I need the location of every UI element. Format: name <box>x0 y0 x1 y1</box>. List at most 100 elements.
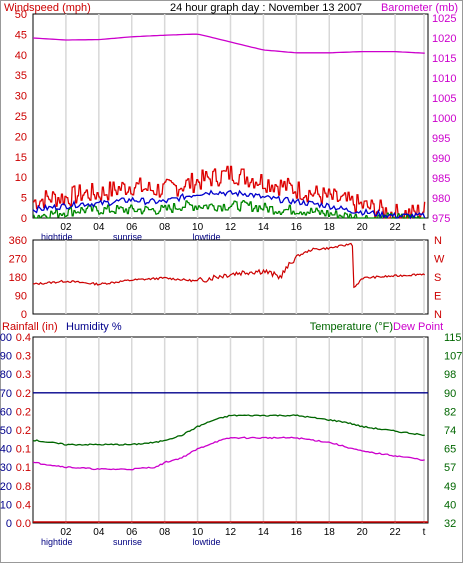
x-event-label: sunrise <box>113 232 142 242</box>
rain-tick-label: 0.1 <box>16 444 31 456</box>
rain-tick-label: 0.3 <box>16 351 31 363</box>
wind-direction-line <box>32 242 425 289</box>
direction-tick-label: 270 <box>9 254 27 266</box>
x-tick-label: 20 <box>357 222 369 233</box>
y-right-tick-label: 1025 <box>432 13 456 25</box>
y-left-tick-label: 50 <box>15 9 27 21</box>
graph-title: 24 hour graph day : November 13 2007 <box>170 2 362 14</box>
rain-axis-label: Rainfall (in) <box>2 321 58 333</box>
temp-tick-label: 98 <box>444 369 456 381</box>
x-tick-label: 22 <box>390 527 402 538</box>
compass-label: N <box>434 309 442 321</box>
rain-tick-label: 0.4 <box>16 499 31 511</box>
y-left-tick-label: 25 <box>15 111 27 123</box>
y-left-tick-label: 40 <box>15 50 27 62</box>
barometer-line <box>32 33 425 54</box>
x-tick-label: 16 <box>291 527 303 538</box>
compass-label: S <box>434 272 441 284</box>
humidity-tick-label: 100 <box>0 332 12 344</box>
x-tick-label: 14 <box>258 222 270 233</box>
compass-label: N <box>434 235 442 247</box>
x-tick-label: 06 <box>126 222 138 233</box>
rain-tick-label: 0.0 <box>16 518 31 530</box>
x-tick-label: 08 <box>159 222 171 233</box>
x-tick-label: 20 <box>357 527 369 538</box>
baro-axis-label: Barometer (mb) <box>381 2 458 14</box>
y-right-tick-label: 990 <box>432 153 450 165</box>
humidity-tick-label: 70 <box>0 388 12 400</box>
x-tick-label: 04 <box>93 222 105 233</box>
wind-baro-panel: 02 04 06 08 10 12 14 16 18 20 22 t hightide sunrise lo… <box>15 9 457 242</box>
humidity-tick-label: 40 <box>0 444 12 456</box>
compass-label: W <box>434 254 445 266</box>
rain-tick-label: 0.3 <box>16 369 31 381</box>
direction-tick-label: 360 <box>9 235 27 247</box>
wind-gust-line <box>33 165 426 219</box>
rain-tick-label: 0.8 <box>16 481 31 493</box>
dew-point-line <box>32 436 425 471</box>
x-tick-label: 08 <box>159 527 171 538</box>
x-tick-label: 02 <box>60 527 72 538</box>
y-left-tick-label: 45 <box>15 29 27 41</box>
y-right-tick-label: 1020 <box>432 33 456 45</box>
y-left-tick-label: 20 <box>15 131 27 143</box>
direction-tick-label: 0 <box>21 309 27 321</box>
humidity-tick-label: 0 <box>6 518 12 530</box>
x-event-label: lowtide <box>193 537 221 547</box>
temp-tick-label: 65 <box>444 444 456 456</box>
x-event-label: sunrise <box>113 537 142 547</box>
y-left-tick-label: 10 <box>15 172 27 184</box>
humidity-tick-label: 50 <box>0 425 12 437</box>
temp-tick-label: 74 <box>444 425 456 437</box>
y-right-tick-label: 1010 <box>432 73 456 85</box>
x-tick-label: 14 <box>258 527 270 538</box>
y-left-tick-label: 35 <box>15 70 27 82</box>
temperature-line <box>32 414 425 446</box>
temp-tick-label: 115 <box>444 332 462 344</box>
rain-tick-label: 0.2 <box>16 406 31 418</box>
humidity-tick-label: 30 <box>0 462 12 474</box>
x-tick-label: t <box>423 527 426 538</box>
temp-axis-label: Temperature (°F) <box>310 321 393 333</box>
humidity-tick-label: 10 <box>0 499 12 511</box>
wind-avg-line <box>32 189 426 220</box>
rain-tick-label: 0.4 <box>16 332 31 344</box>
x-tick-label: 06 <box>126 527 138 538</box>
y-left-tick-label: 0 <box>21 213 27 225</box>
temp-tick-label: 32 <box>444 518 456 530</box>
y-right-tick-label: 1005 <box>432 93 456 105</box>
rain-tick-label: 0.1 <box>16 462 31 474</box>
humidity-tick-label: 60 <box>0 406 12 418</box>
x-event-label: hightide <box>41 537 73 547</box>
rain-tick-label: 0.2 <box>16 425 31 437</box>
humidity-axis-label: Humidity % <box>66 321 122 333</box>
x-tick-label: 18 <box>324 527 336 538</box>
y-right-tick-label: 975 <box>432 213 450 225</box>
x-tick-label: 02 <box>60 222 72 233</box>
x-tick-label: 12 <box>225 527 237 538</box>
direction-tick-label: 180 <box>9 272 27 284</box>
humidity-tick-label: 80 <box>0 369 12 381</box>
dew-axis-label: Dew Point <box>393 321 443 333</box>
y-right-tick-label: 1000 <box>432 113 456 125</box>
temp-tick-label: 40 <box>444 499 456 511</box>
y-right-tick-label: 1015 <box>432 53 456 65</box>
y-left-tick-label: 5 <box>21 193 27 205</box>
temp-tick-label: 107 <box>444 351 462 363</box>
humidity-tick-label: 20 <box>0 481 12 493</box>
x-tick-label: 16 <box>291 222 303 233</box>
temp-tick-label: 57 <box>444 462 456 474</box>
temp-tick-label: 82 <box>444 406 456 418</box>
y-left-tick-label: 30 <box>15 91 27 103</box>
temp-tick-label: 49 <box>444 481 456 493</box>
y-right-tick-label: 985 <box>432 173 450 185</box>
y-right-tick-label: 995 <box>432 133 450 145</box>
x-tick-label: t <box>423 222 426 233</box>
x-tick-label: 18 <box>324 222 336 233</box>
y-right-tick-label: 980 <box>432 193 450 205</box>
y-left-tick-label: 15 <box>15 152 27 164</box>
wind-axis-label: Windspeed (mph) <box>4 2 91 14</box>
x-tick-label: 10 <box>192 222 204 233</box>
